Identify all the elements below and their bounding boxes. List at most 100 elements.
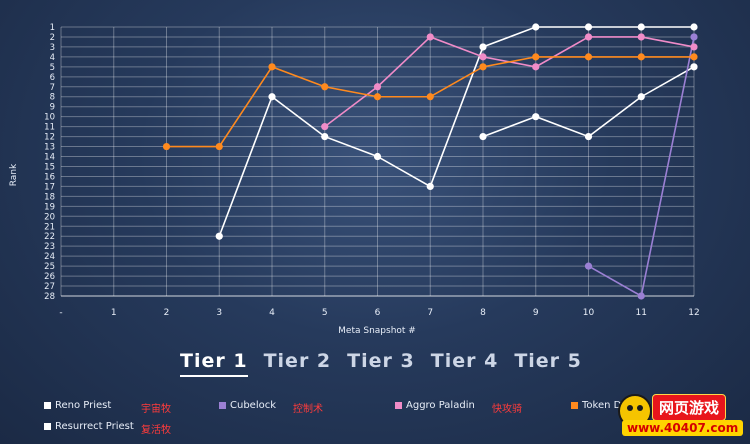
chart-legend: Reno Priest 宇宙牧 Cubelock 控制术 Aggro Palad… [0, 394, 750, 444]
data-point[interactable] [162, 142, 171, 151]
y-tick-label: 17 [44, 182, 55, 192]
data-point[interactable] [321, 83, 329, 91]
y-tick-label: 1 [50, 23, 55, 33]
data-point[interactable] [268, 63, 276, 71]
legend-item-resurrect-priest[interactable]: Resurrect Priest [44, 421, 134, 432]
legend-cn-label: 复活牧 [141, 425, 171, 436]
data-point[interactable] [690, 33, 698, 41]
x-tick-label: 4 [269, 308, 275, 318]
data-point[interactable] [215, 142, 223, 151]
site-logo[interactable]: 网页游戏 www.40407.com [618, 394, 748, 440]
legend-label: Resurrect Priest [55, 421, 134, 432]
y-tick-label: 21 [44, 222, 55, 232]
logo-url: www.40407.com [622, 420, 744, 436]
y-tick-label: 20 [44, 212, 55, 222]
x-tick-label: 9 [533, 308, 539, 318]
data-point[interactable] [426, 182, 434, 191]
legend-label: Token D [582, 400, 622, 411]
legend-cn-label: 快攻骑 [492, 404, 522, 415]
data-point[interactable] [426, 93, 434, 101]
series-1 [479, 63, 698, 141]
y-tick-label: 8 [50, 93, 55, 103]
data-point[interactable] [584, 33, 593, 41]
data-point[interactable] [637, 53, 645, 61]
legend-item-reno-priest[interactable]: Reno Priest [44, 400, 111, 411]
y-tick-label: 12 [44, 133, 55, 143]
legend-cn-label: 宇宙牧 [141, 404, 171, 415]
data-point[interactable] [584, 132, 593, 141]
data-point[interactable] [321, 123, 329, 131]
y-tick-label: 28 [44, 292, 55, 302]
data-point[interactable] [532, 23, 540, 31]
y-tick-label: 3 [50, 43, 55, 53]
data-point[interactable] [532, 53, 540, 61]
legend-label: Reno Priest [55, 400, 112, 411]
y-tick-label: 7 [50, 83, 55, 93]
data-point[interactable] [373, 83, 382, 91]
data-point[interactable] [268, 93, 276, 101]
tab-tier-2[interactable]: Tier 2 [263, 350, 332, 372]
legend-swatch [219, 402, 226, 409]
x-tick-label: 2 [164, 308, 170, 318]
x-tick-label: 5 [322, 308, 328, 318]
data-point[interactable] [426, 33, 434, 41]
tab-tier-3[interactable]: Tier 3 [347, 350, 415, 372]
legend-item-cubelock[interactable]: Cubelock [219, 400, 276, 411]
chart-grid [60, 26, 695, 297]
y-tick-label: 22 [44, 232, 55, 242]
y-tick-label: 6 [50, 73, 55, 83]
legend-item-token-druid[interactable]: Token D [571, 400, 621, 411]
tab-tier-4[interactable]: Tier 4 [430, 350, 499, 372]
y-tick-label: 25 [44, 262, 55, 272]
data-point[interactable] [584, 23, 593, 31]
y-tick-label: 11 [44, 123, 55, 133]
data-point[interactable] [690, 23, 698, 31]
legend-item-aggro-paladin[interactable]: Aggro Paladin [395, 400, 475, 411]
x-tick-label: 1 [111, 308, 117, 318]
data-point[interactable] [637, 292, 645, 300]
tab-tier-1[interactable]: Tier 1 [180, 350, 248, 377]
data-point[interactable] [373, 152, 382, 161]
data-point[interactable] [532, 63, 540, 71]
x-tick-labels: -1 2 3 4 5 6 7 8 9 10 11 12 [59, 308, 699, 318]
data-point[interactable] [637, 33, 645, 41]
x-tick-label: 7 [427, 308, 433, 318]
legend-swatch [571, 402, 578, 409]
data-point[interactable] [479, 63, 487, 71]
data-point[interactable] [479, 53, 487, 61]
logo-name: 网页游戏 [652, 394, 727, 421]
data-point[interactable] [215, 232, 223, 240]
legend-label: Aggro Paladin [406, 400, 475, 411]
data-point[interactable] [479, 132, 487, 141]
x-tick-label: 10 [583, 308, 595, 318]
y-tick-label: 23 [44, 242, 55, 252]
data-point[interactable] [321, 132, 329, 141]
data-point[interactable] [690, 63, 698, 71]
data-point[interactable] [479, 43, 487, 51]
series-line [324, 36, 695, 128]
rank-line-chart: 1234567891011121314151617181920212223242… [9, 23, 700, 336]
x-tick-label: 3 [216, 308, 222, 318]
tab-tier-5[interactable]: Tier 5 [514, 350, 582, 372]
x-tick-label: 6 [375, 308, 381, 318]
y-axis-label: Rank [9, 163, 19, 186]
data-point[interactable] [637, 93, 645, 101]
y-tick-label: 10 [44, 113, 55, 123]
data-point[interactable] [373, 93, 382, 101]
x-tick-label: 12 [688, 308, 699, 318]
data-point[interactable] [637, 23, 645, 31]
y-tick-label: 9 [50, 103, 55, 113]
x-axis-label: Meta Snapshot # [338, 326, 416, 336]
data-point[interactable] [532, 113, 540, 121]
series-0 [215, 23, 698, 240]
data-point[interactable] [690, 53, 698, 61]
data-point[interactable] [584, 262, 593, 270]
y-tick-labels: 1234567891011121314151617181920212223242… [44, 23, 55, 302]
series-2 [584, 33, 698, 300]
data-point[interactable] [690, 43, 698, 51]
x-tick-label: 11 [636, 308, 647, 318]
series-4 [162, 53, 698, 151]
y-tick-label: 14 [44, 153, 55, 163]
y-tick-label: 15 [44, 162, 55, 172]
data-point[interactable] [584, 53, 593, 61]
